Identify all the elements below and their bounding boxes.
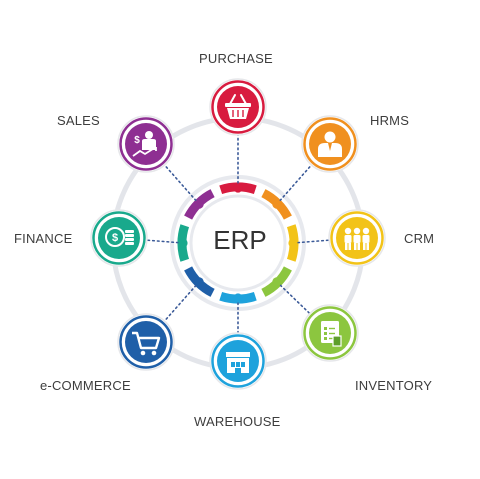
warehouse-icon xyxy=(226,352,250,373)
node-ring-finance xyxy=(92,211,146,265)
node-ring-sales xyxy=(119,117,173,171)
module-label-purchase: PURCHASE xyxy=(199,51,273,66)
node-ring-warehouse xyxy=(211,334,265,388)
center-label: ERP xyxy=(213,225,267,255)
module-label-finance: FINANCE xyxy=(14,231,73,246)
module-label-ecommerce: e-COMMERCE xyxy=(40,378,131,393)
module-nodes: $$ xyxy=(90,78,386,390)
sales-growth-icon: $ xyxy=(132,131,157,157)
connectors xyxy=(145,133,331,335)
hub-dot-crm xyxy=(288,238,298,248)
connector-ecommerce xyxy=(163,281,200,323)
hub-dot-finance xyxy=(178,238,188,248)
hub-dot-purchase xyxy=(233,183,243,193)
connector-crm xyxy=(292,239,331,244)
node-ring-crm xyxy=(330,211,384,265)
module-node-finance: $ xyxy=(90,209,148,267)
module-node-hrms xyxy=(301,115,359,173)
module-label-sales: SALES xyxy=(57,113,100,128)
coins-icon: $ xyxy=(105,227,134,247)
svg-text:$: $ xyxy=(134,135,140,146)
shopping-cart-icon xyxy=(132,331,161,356)
connector-sales xyxy=(163,163,200,205)
node-ring-purchase xyxy=(211,80,265,134)
people-group-icon xyxy=(344,227,370,250)
node-fill-finance xyxy=(98,217,140,259)
module-node-crm xyxy=(328,209,386,267)
hub-dot-ecommerce xyxy=(194,277,204,287)
hub-inner-circle xyxy=(189,194,287,292)
module-node-inventory xyxy=(301,304,359,362)
module-node-ecommerce xyxy=(117,313,175,371)
checklist-icon xyxy=(321,321,342,347)
module-node-warehouse xyxy=(209,332,267,390)
hub-dot-sales xyxy=(194,199,204,209)
module-label-hrms: HRMS xyxy=(370,113,410,128)
svg-text:$: $ xyxy=(112,232,118,244)
node-ring-inventory xyxy=(303,306,357,360)
module-label-inventory: INVENTORY xyxy=(355,378,433,393)
hub-dot-inventory xyxy=(272,277,282,287)
connector-finance xyxy=(145,239,184,244)
module-node-sales: $ xyxy=(117,115,175,173)
module-label-warehouse: WAREHOUSE xyxy=(194,414,281,429)
hub-dot-hrms xyxy=(272,199,282,209)
connector-inventory xyxy=(276,281,312,316)
node-ring-ecommerce xyxy=(119,315,173,369)
node-fill-ecommerce xyxy=(125,321,167,363)
module-label-crm: CRM xyxy=(404,231,435,246)
module-node-purchase xyxy=(209,78,267,136)
node-ring-hrms xyxy=(303,117,357,171)
shopping-basket-icon xyxy=(225,94,251,119)
hub-dot-warehouse xyxy=(233,293,243,303)
connector-hrms xyxy=(276,163,313,205)
person-icon xyxy=(318,131,342,157)
